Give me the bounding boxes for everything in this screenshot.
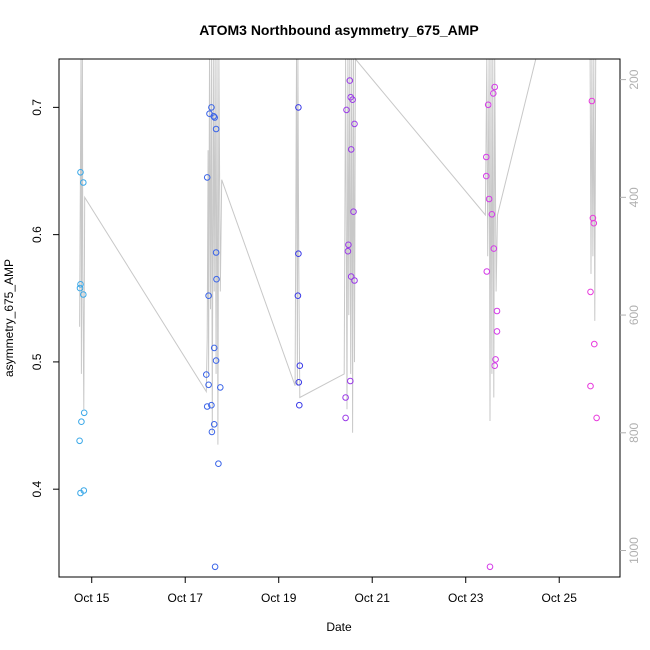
y2-tick-label: 1000	[627, 537, 641, 564]
data-point	[295, 104, 302, 111]
y2-tick-label: 800	[627, 422, 641, 442]
data-point	[349, 96, 356, 103]
data-point	[80, 291, 87, 298]
y-tick-label: 0.5	[30, 353, 44, 370]
data-point	[483, 172, 490, 180]
data-point	[342, 394, 349, 401]
data-point	[203, 403, 211, 410]
data-point	[212, 125, 220, 133]
data-point	[215, 460, 222, 468]
data-point	[344, 247, 352, 255]
data-point	[76, 284, 84, 292]
data-point	[342, 414, 349, 422]
data-point	[205, 292, 212, 300]
data-point	[212, 357, 220, 364]
data-point	[217, 384, 224, 391]
data-point	[210, 421, 218, 428]
data-point	[493, 307, 501, 315]
data-point	[77, 281, 84, 288]
y2-tick-label: 200	[627, 69, 641, 89]
data-point	[211, 114, 218, 121]
data-point	[486, 563, 494, 571]
x-tick-label: Oct 23	[448, 591, 484, 605]
y2-tick-label: 400	[627, 187, 641, 207]
data-point	[492, 356, 499, 363]
data-point	[211, 563, 219, 571]
data-point	[296, 401, 303, 409]
y-tick-label: 0.6	[30, 226, 44, 243]
data-point	[587, 382, 594, 390]
data-point	[491, 83, 499, 91]
data-point	[485, 195, 493, 203]
data-point	[346, 77, 354, 84]
data-point	[77, 169, 84, 176]
data-point	[294, 292, 302, 300]
data-point	[488, 211, 496, 218]
data-point	[213, 275, 220, 283]
x-tick-label: Oct 25	[542, 591, 578, 605]
data-point	[591, 340, 598, 348]
data-point	[80, 487, 88, 494]
data-point	[210, 113, 217, 120]
y-tick-label: 0.4	[30, 481, 44, 498]
data-point	[351, 277, 358, 284]
secondary-trace-line	[79, 57, 597, 445]
data-point	[208, 104, 215, 111]
data-point	[347, 377, 354, 385]
axes: Oct 15 Oct 17 Oct 19 Oct 21 Oct 23 Oct 25 0.4 0…	[30, 58, 641, 605]
data-point	[493, 328, 501, 335]
y-axis-label: asymmetry_675_AMP	[2, 259, 16, 377]
data-point	[350, 208, 357, 215]
data-point	[296, 362, 304, 370]
data-point	[295, 250, 302, 257]
data-point	[483, 153, 490, 161]
data-point	[587, 288, 594, 296]
data-point	[343, 106, 350, 114]
data-point	[203, 371, 210, 378]
y2-tick-label: 600	[627, 305, 641, 325]
data-point	[203, 174, 211, 181]
data-point	[347, 273, 355, 280]
data-point	[80, 179, 87, 186]
data-point	[210, 344, 218, 352]
data-point	[490, 90, 497, 97]
data-point	[483, 268, 491, 275]
x-axis-label: Date	[326, 620, 352, 634]
data-point	[208, 428, 216, 436]
data-point	[588, 97, 596, 105]
secondary-trace	[79, 57, 597, 445]
y-tick-label: 0.7	[30, 99, 44, 116]
chart-title: ATOM3 Northbound asymmetry_675_AMP	[199, 22, 479, 38]
data-point	[590, 219, 598, 227]
data-point	[347, 146, 355, 153]
data-point	[76, 437, 83, 445]
data-point	[212, 249, 220, 256]
data-point	[351, 120, 358, 128]
data-points	[76, 77, 600, 571]
data-point	[78, 418, 85, 426]
data-point	[205, 381, 212, 389]
data-point	[491, 362, 499, 370]
x-tick-label: Oct 19	[261, 591, 297, 605]
data-point	[295, 379, 303, 386]
data-point	[593, 414, 600, 422]
x-tick-label: Oct 21	[355, 591, 391, 605]
plot-frame	[58, 58, 621, 578]
x-tick-label: Oct 17	[168, 591, 204, 605]
data-point	[80, 409, 88, 417]
data-point	[484, 101, 492, 109]
x-tick-label: Oct 15	[74, 591, 110, 605]
data-point	[208, 401, 215, 409]
data-point	[490, 245, 498, 252]
data-point	[345, 241, 352, 249]
